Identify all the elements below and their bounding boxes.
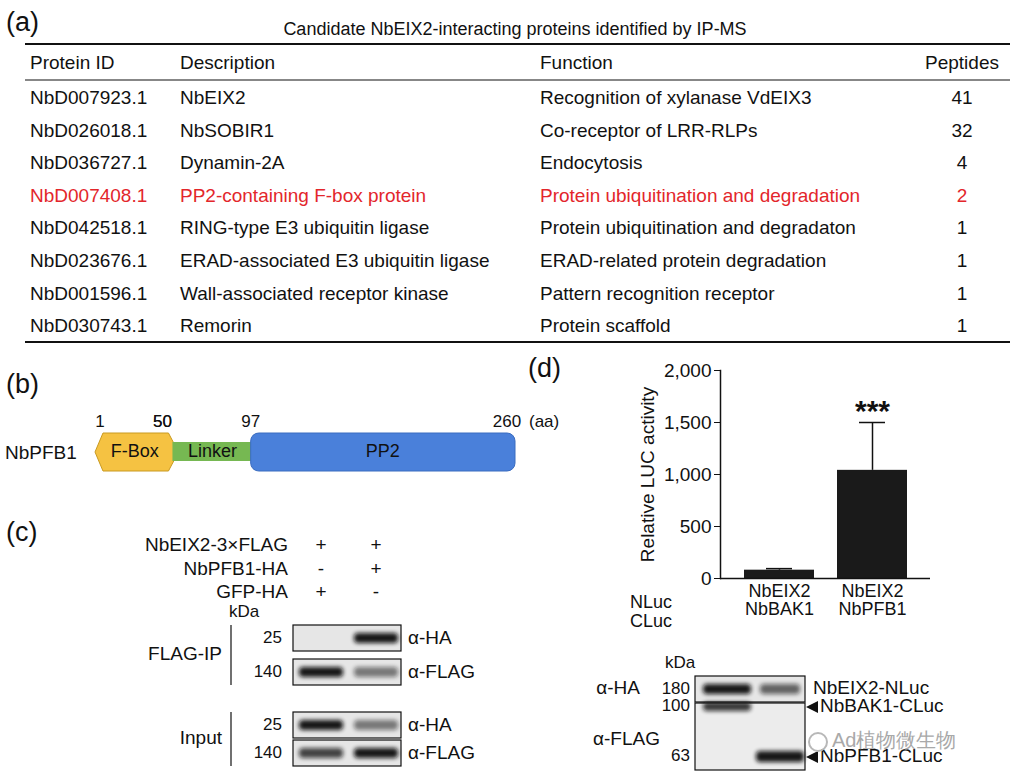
svg-text:Protein ID: Protein ID [30,52,114,73]
svg-text:α-FLAG: α-FLAG [593,728,660,749]
svg-text:kDa: kDa [229,602,260,621]
svg-text:***: *** [855,394,890,427]
svg-text:NbEIX2: NbEIX2 [180,87,245,108]
svg-text:(b): (b) [6,369,39,399]
svg-text:Remorin: Remorin [180,315,252,336]
svg-text:41: 41 [951,87,972,108]
svg-text:(d): (d) [528,353,561,383]
svg-text:Protein ubiquitination and deg: Protein ubiquitination and degradaton [540,217,856,238]
svg-text:4: 4 [957,152,968,173]
svg-text:1: 1 [957,283,968,304]
svg-text:(a): (a) [6,7,39,37]
svg-text:140: 140 [254,743,282,762]
svg-text:2: 2 [957,185,968,206]
svg-text:CLuc: CLuc [630,611,672,631]
svg-text:+: + [370,558,381,579]
svg-text:kDa: kDa [665,653,696,672]
svg-text:50: 50 [153,412,172,431]
svg-text:1,000: 1,000 [664,464,712,485]
svg-text:α-FLAG: α-FLAG [408,742,475,763]
svg-text:(c): (c) [6,517,37,547]
svg-text:GFP-HA: GFP-HA [216,581,288,602]
svg-text:0: 0 [701,568,712,589]
svg-text:NLuc: NLuc [630,592,672,612]
svg-text:α-HA: α-HA [408,714,452,735]
svg-text:ERAD-related protein degradati: ERAD-related protein degradation [540,250,826,271]
svg-text:25: 25 [263,628,282,647]
svg-text:NbD001596.1: NbD001596.1 [30,283,147,304]
svg-text:NbEIX2-3×FLAG: NbEIX2-3×FLAG [145,534,288,555]
svg-text:Co-receptor of LRR-RLPs: Co-receptor of LRR-RLPs [540,120,758,141]
svg-text:Endocytosis: Endocytosis [540,152,642,173]
svg-text:RING-type E3 ubiquitin ligase: RING-type E3 ubiquitin ligase [180,217,429,238]
svg-text:Recognition of xylanase VdEIX3: Recognition of xylanase VdEIX3 [540,87,811,108]
svg-text:97: 97 [241,412,260,431]
svg-text:-: - [373,581,379,602]
svg-text:Candidate NbEIX2-interacting p: Candidate NbEIX2-interacting proteins id… [283,19,746,39]
svg-text:Ad植物微生物: Ad植物微生物 [832,729,956,751]
svg-text:α-FLAG: α-FLAG [408,661,475,682]
svg-text:Relative LUC activity: Relative LUC activity [637,386,658,562]
svg-text:Description: Description [180,52,275,73]
svg-text:25: 25 [263,715,282,734]
svg-text:PP2: PP2 [366,441,400,461]
svg-text:260: 260 [493,412,521,431]
svg-text:NbEIX2-NLuc: NbEIX2-NLuc [813,677,930,698]
svg-text:NbD023676.1: NbD023676.1 [30,250,147,271]
svg-text:Protein ubiquitination and deg: Protein ubiquitination and degradation [540,185,860,206]
svg-text:NbSOBIR1: NbSOBIR1 [180,120,274,141]
svg-text:32: 32 [951,120,972,141]
svg-text:100: 100 [662,696,690,715]
svg-text:Function: Function [540,52,613,73]
svg-text:NbD007408.1: NbD007408.1 [30,185,147,206]
svg-text:(aa): (aa) [529,412,559,431]
svg-text:Dynamin-2A: Dynamin-2A [180,152,285,173]
svg-text:PP2-containing F-box protein: PP2-containing F-box protein [180,185,426,206]
svg-text:Pattern recognition receptor: Pattern recognition receptor [540,283,775,304]
svg-text:Input: Input [180,727,223,748]
svg-text:F-Box: F-Box [111,441,159,461]
svg-text:1: 1 [957,217,968,238]
svg-text:2,000: 2,000 [664,360,712,381]
svg-text:Wall-associated receptor kinas: Wall-associated receptor kinase [180,283,449,304]
svg-text:NbD030743.1: NbD030743.1 [30,315,147,336]
svg-text:Linker: Linker [188,441,237,461]
svg-text:FLAG-IP: FLAG-IP [148,643,222,664]
svg-text:α-HA: α-HA [596,677,640,698]
svg-text:180: 180 [661,679,690,699]
svg-text:NbD036727.1: NbD036727.1 [30,152,147,173]
svg-text:-: - [318,558,324,579]
svg-text:1: 1 [957,250,968,271]
svg-text:NbPFB1-HA: NbPFB1-HA [183,558,288,579]
svg-text:α-HA: α-HA [408,627,452,648]
svg-text:50: 50 [153,412,172,431]
svg-text:NbD026018.1: NbD026018.1 [30,120,147,141]
svg-text:ERAD-associated E3 ubiquitin l: ERAD-associated E3 ubiquitin ligase [180,250,489,271]
svg-text:NbEIX2NbBAK1: NbEIX2NbBAK1 [745,581,814,619]
svg-text:63: 63 [671,746,690,765]
svg-text:1,500: 1,500 [664,412,712,433]
svg-text:NbD007923.1: NbD007923.1 [30,87,147,108]
svg-text:+: + [315,581,326,602]
svg-text:1: 1 [957,315,968,336]
svg-text:NbPFB1-CLuc: NbPFB1-CLuc [820,745,943,766]
svg-text:NbEIX2NbPFB1: NbEIX2NbPFB1 [838,581,906,619]
svg-text:500: 500 [680,516,712,537]
svg-text:NbD042518.1: NbD042518.1 [30,217,147,238]
svg-text:NbPFB1: NbPFB1 [5,442,77,463]
svg-text:Peptides: Peptides [925,52,999,73]
svg-text:140: 140 [254,662,282,681]
svg-text:NbBAK1-CLuc: NbBAK1-CLuc [820,695,944,716]
svg-text:+: + [315,534,326,555]
svg-text:+: + [370,534,381,555]
svg-text:1: 1 [95,412,104,431]
svg-text:Protein scaffold: Protein scaffold [540,315,671,336]
